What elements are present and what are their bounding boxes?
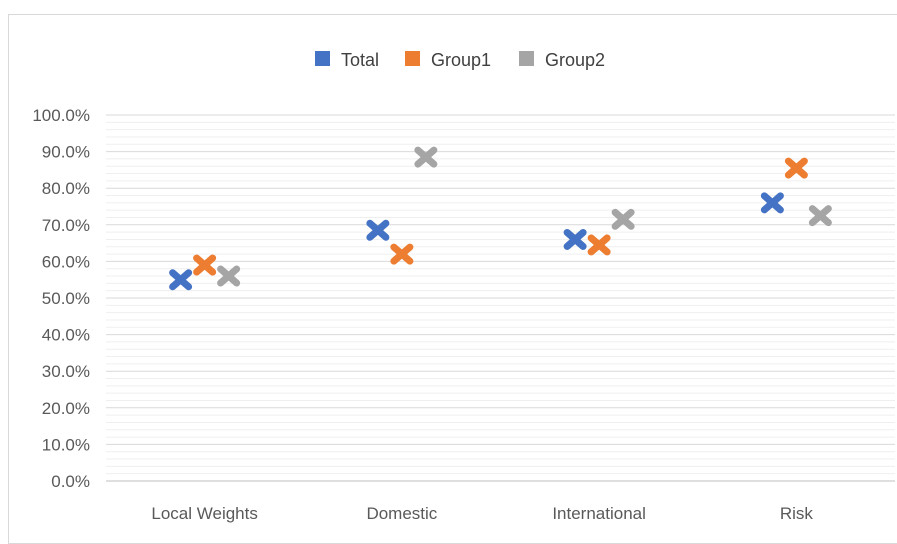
legend: Total Group1 Group2 [315, 50, 605, 70]
y-tick-label: 30.0% [42, 362, 90, 381]
x-tick-label: Local Weights [151, 504, 257, 523]
data-point-group2 [808, 205, 832, 227]
y-tick-label: 70.0% [42, 216, 90, 235]
data-point-group2 [611, 208, 635, 230]
y-tick-label: 50.0% [42, 289, 90, 308]
y-tick-label: 60.0% [42, 252, 90, 271]
x-tick-label: Domestic [366, 504, 437, 523]
chart-svg: 0.0% 10.0% 20.0% 30.0% 40.0% 50.0% 60.0% 70.0% 8… [32, 50, 895, 523]
x-tick-label: International [552, 504, 646, 523]
y-tick-label: 100.0% [32, 106, 90, 125]
y-tick-label: 10.0% [42, 435, 90, 454]
data-point-total [760, 192, 784, 214]
data-point-group2 [217, 265, 241, 287]
data-point-group2 [414, 146, 438, 168]
x-axis-ticks: Local Weights Domestic International Risk [151, 504, 813, 523]
y-tick-label: 0.0% [51, 472, 90, 491]
legend-swatch-group1 [405, 51, 420, 66]
data-point-group1 [193, 254, 217, 276]
data-point-total [563, 228, 587, 250]
data-point-total [169, 269, 193, 291]
x-tick-label: Risk [780, 504, 814, 523]
grid-lines [106, 114, 895, 482]
chart-frame [8, 14, 897, 544]
y-tick-label: 40.0% [42, 326, 90, 345]
legend-label-group2: Group2 [545, 50, 605, 70]
y-tick-label: 20.0% [42, 399, 90, 418]
data-point-total [366, 219, 390, 241]
legend-swatch-total [315, 51, 330, 66]
data-point-group1 [587, 234, 611, 256]
data-markers [169, 146, 832, 291]
y-axis-ticks: 0.0% 10.0% 20.0% 30.0% 40.0% 50.0% 60.0% 70.0% 8… [32, 106, 90, 491]
y-tick-label: 90.0% [42, 143, 90, 162]
legend-swatch-group2 [519, 51, 534, 66]
data-point-group1 [390, 243, 414, 265]
y-tick-label: 80.0% [42, 179, 90, 198]
legend-label-total: Total [341, 50, 379, 70]
data-point-group1 [784, 157, 808, 179]
legend-label-group1: Group1 [431, 50, 491, 70]
